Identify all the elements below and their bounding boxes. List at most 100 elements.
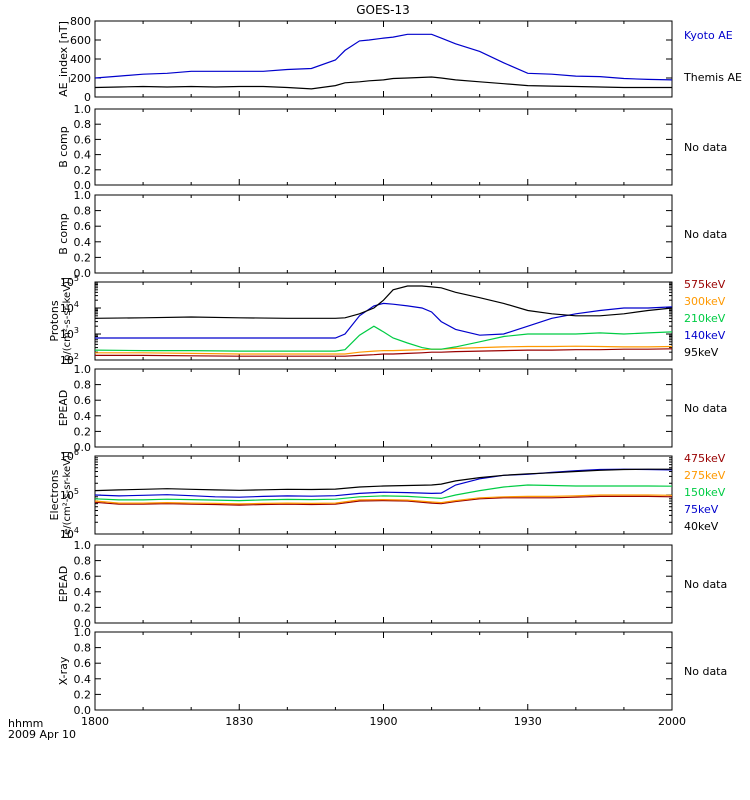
panel-frame <box>94 281 673 361</box>
y-tick-label: 0.4 <box>74 410 92 423</box>
y-tick-label: 600 <box>70 34 91 47</box>
y-tick-label: 0.8 <box>74 379 92 392</box>
time-axis-label-date: 2009 Apr 10 <box>8 728 76 741</box>
no-data-label: No data <box>684 578 727 591</box>
legend-150kev: 150keV <box>684 486 726 499</box>
y-tick-label: 0.8 <box>74 205 92 218</box>
panel-7: 0.0 0.2 0.4 0.6 0.8 1.0 EPEAD No data <box>57 539 727 630</box>
time-tick-label: 1800 <box>81 715 109 728</box>
y-axis-label: B comp <box>57 126 70 168</box>
series-line-40kev <box>94 468 672 492</box>
series-line-575kev <box>95 348 673 357</box>
panel-5: 0.0 0.2 0.4 0.6 0.8 1.0 EPEAD No data <box>57 363 727 454</box>
panel-2: 0.0 0.2 0.4 0.6 0.8 1.0 B comp No data <box>57 103 727 192</box>
no-data-label: No data <box>684 402 727 415</box>
no-data-label: No data <box>684 141 727 154</box>
y-tick-label: 0.2 <box>74 164 92 177</box>
series-line-140kev <box>95 302 673 339</box>
legend-210kev: 210keV <box>684 312 726 325</box>
y-tick-label: 0.0 <box>74 267 92 280</box>
y-tick-label: 0.0 <box>74 617 92 630</box>
legend-95kev: 95keV <box>684 346 719 359</box>
legend-275kev: 275keV <box>684 469 726 482</box>
time-tick-label: 1900 <box>370 715 398 728</box>
y-tick-label: 800 <box>70 15 91 28</box>
chart-title: GOES-13 <box>356 3 410 17</box>
y-tick-label: 0.0 <box>74 441 92 454</box>
y-tick-label: 0.6 <box>74 133 92 146</box>
legend-300kev: 300keV <box>684 295 726 308</box>
series-line-themis-ae <box>94 76 672 90</box>
series-line-210kev <box>94 325 673 352</box>
series-line-475kev <box>94 495 673 506</box>
no-data-label: No data <box>684 665 727 678</box>
y-tick-label: 0.8 <box>74 118 92 131</box>
y-tick-label: 0.8 <box>74 555 92 568</box>
y-tick-label: 0.2 <box>74 601 92 614</box>
panel-frame <box>94 20 673 98</box>
y-tick-label: 0.4 <box>74 149 92 162</box>
y-tick-label: 0.2 <box>74 251 92 264</box>
y-tick-label: 1.0 <box>74 363 92 376</box>
y-axis-label: EPEAD <box>57 390 70 427</box>
y-axis-label: Protons <box>48 300 61 341</box>
series-line-kyoto-ae <box>94 33 673 81</box>
legend-40kev: 40keV <box>684 520 719 533</box>
y-tick-label: 0.6 <box>74 570 92 583</box>
y-tick-label: 1.0 <box>74 189 92 202</box>
y-tick-label: 0.0 <box>74 704 92 717</box>
y-axis-label: Electrons <box>48 469 61 520</box>
legend-themis-ae: Themis AE <box>683 71 742 84</box>
y-tick-label: 1.0 <box>74 103 92 116</box>
series-line-300kev <box>95 345 673 355</box>
y-axis-label: EPEAD <box>57 566 70 603</box>
legend-475kev: 475keV <box>684 452 726 465</box>
y-axis-label-units: [p/(cm²-s-sr-keV)] <box>62 277 73 365</box>
time-tick-label: 1930 <box>514 715 542 728</box>
series-line-95kev <box>94 285 673 319</box>
y-tick-label: 0.4 <box>74 586 92 599</box>
y-tick-label: 0.6 <box>74 394 92 407</box>
time-tick-label: 1830 <box>225 715 253 728</box>
y-axis-label-units: [e/(cm²-s-sr-keV)] <box>62 451 73 539</box>
y-tick-label: 0.4 <box>74 236 92 249</box>
y-axis-label: X-ray <box>57 656 70 685</box>
panel-frame <box>94 368 673 448</box>
y-tick-label: 1.0 <box>74 626 92 639</box>
time-axis: 1800 1830 1900 1930 2000 <box>81 715 686 728</box>
panel-3: 0.0 0.2 0.4 0.6 0.8 1.0 B comp No data <box>57 189 727 280</box>
legend-kyoto-ae: Kyoto AE <box>684 29 733 42</box>
y-tick-label: 0.6 <box>74 657 92 670</box>
y-axis-label: B comp <box>57 213 70 255</box>
legend-575kev: 575keV <box>684 278 726 291</box>
y-tick-label: 0.0 <box>74 179 92 192</box>
y-tick-label: 0 <box>84 91 91 104</box>
no-data-label: No data <box>684 228 727 241</box>
y-tick-label: 400 <box>70 53 91 66</box>
series-line-75kev <box>94 468 673 498</box>
series-line-150kev <box>94 484 673 502</box>
y-tick-label: 0.8 <box>74 642 92 655</box>
y-tick-label: 0.2 <box>74 688 92 701</box>
panel-frame <box>94 544 673 624</box>
y-tick-label: 0.2 <box>74 425 92 438</box>
y-tick-label: 1.0 <box>74 539 92 552</box>
y-tick-label: 0.4 <box>74 673 92 686</box>
panel-8: 0.0 0.2 0.4 0.6 0.8 1.0 X-ray No data <box>57 626 727 717</box>
y-tick-label: 0.6 <box>74 220 92 233</box>
panel-frame <box>94 108 673 186</box>
panel-frame <box>94 194 673 274</box>
series-line-275kev <box>94 494 673 505</box>
legend-140kev: 140keV <box>684 329 726 342</box>
time-tick-label: 2000 <box>658 715 686 728</box>
y-axis-label: AE_index [nT] <box>57 21 70 97</box>
time-axis-label-hhmm: hhmm <box>8 717 43 730</box>
y-tick-label: 200 <box>70 72 91 85</box>
panel-frame <box>94 631 673 711</box>
legend-75kev: 75keV <box>684 503 719 516</box>
